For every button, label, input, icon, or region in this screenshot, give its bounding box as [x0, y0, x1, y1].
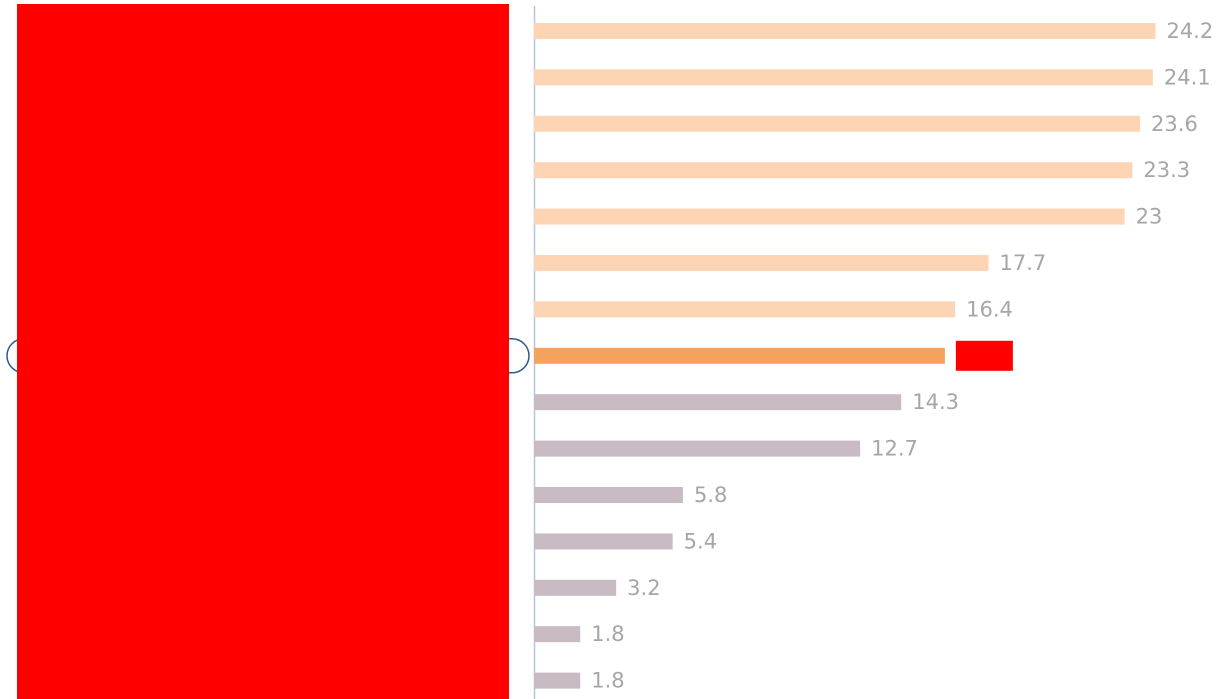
bar-14: [534, 626, 581, 643]
data-label-1: 24.2: [1166, 19, 1213, 43]
data-label-9: 14.3: [912, 390, 959, 414]
bar-1: [534, 23, 1156, 39]
bar-12: [534, 533, 673, 550]
data-label-14: 1.8: [591, 622, 624, 646]
data-label-6: 17.7: [1000, 251, 1047, 275]
data-label-5: 23: [1136, 205, 1163, 229]
bar-15: [534, 672, 581, 689]
bar-11: [534, 487, 683, 503]
data-label-7: 16.4: [966, 297, 1013, 321]
bar-13: [534, 579, 617, 596]
data-label-11: 5.8: [694, 483, 727, 507]
bar-3: [534, 115, 1141, 132]
data-label-series: 24.2 24.1 23.6 23.3 23 17.7 16.4 14.3 12.7 5.8 5.4…: [591, 19, 1213, 693]
bar-6: [534, 255, 989, 271]
category-labels-redaction: [17, 4, 509, 699]
data-label-2: 24.1: [1164, 65, 1211, 89]
data-label-3: 23.6: [1151, 112, 1198, 136]
data-label-12: 5.4: [684, 529, 717, 553]
bar-5: [534, 208, 1125, 225]
data-label-redaction: [955, 340, 1013, 371]
bar-2: [534, 69, 1153, 86]
data-label-4: 23.3: [1143, 158, 1190, 182]
data-label-13: 3.2: [627, 576, 660, 600]
bar-10: [534, 440, 861, 457]
bar-9: [534, 394, 902, 411]
data-label-10: 12.7: [871, 437, 918, 461]
bar-series: [534, 23, 1156, 689]
bar-7: [534, 301, 956, 318]
data-label-15: 1.8: [591, 669, 624, 693]
bar-8: [534, 347, 945, 364]
bar-4: [534, 162, 1133, 179]
